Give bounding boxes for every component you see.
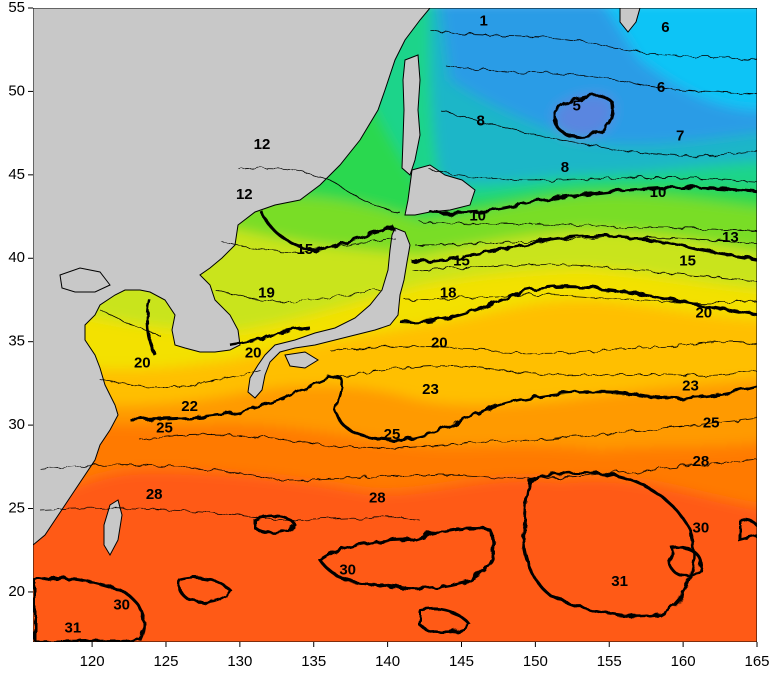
y-tick-label: 35 <box>8 333 25 350</box>
contour-label-group: 1 6 5 6 8 7 8 12 12 10 10 13 15 15 15 19 18 20 20 20 20 23 23 2… <box>65 12 739 636</box>
x-tick-label: 150 <box>523 653 548 670</box>
x-tick-label: 120 <box>80 653 105 670</box>
contour-label: 28 <box>369 489 386 506</box>
contour-label: 25 <box>703 414 720 431</box>
contour-label: 31 <box>65 620 82 637</box>
contour-label: 23 <box>422 381 439 398</box>
contour-label: 31 <box>611 573 628 590</box>
contour-label: 19 <box>258 284 275 301</box>
contour-label: 23 <box>682 378 699 395</box>
contour-label: 28 <box>693 453 710 470</box>
contour-label: 25 <box>156 419 173 436</box>
contour-label: 20 <box>695 304 712 321</box>
x-tick-label: 165 <box>744 653 769 670</box>
contour-label: 15 <box>453 253 470 270</box>
x-tick-label: 155 <box>597 653 622 670</box>
contour-label: 20 <box>431 334 448 351</box>
contour-label: 30 <box>693 519 710 536</box>
contour-label: 25 <box>384 426 401 443</box>
contour-lines-thin <box>39 29 757 521</box>
contour-label: 12 <box>254 136 271 153</box>
contour-label: 15 <box>297 241 314 258</box>
contour-label: 1 <box>480 12 488 29</box>
contour-label: 30 <box>113 596 130 613</box>
contour-label: 6 <box>657 79 665 96</box>
contour-label: 5 <box>573 97 581 114</box>
contour-label: 15 <box>679 253 696 270</box>
contour-label: 12 <box>236 186 253 203</box>
y-tick-label: 55 <box>8 0 25 16</box>
x-tick-label: 160 <box>671 653 696 670</box>
contour-label: 28 <box>146 486 163 503</box>
contour-lines-bold <box>33 94 757 642</box>
x-tick-label: 145 <box>449 653 474 670</box>
contour-label: 20 <box>245 344 262 361</box>
contour-label: 20 <box>134 354 151 371</box>
x-tick-label: 125 <box>153 653 178 670</box>
contour-label: 30 <box>339 561 356 578</box>
contour-label: 13 <box>722 229 739 246</box>
y-tick-label: 45 <box>8 166 25 183</box>
contour-label: 8 <box>477 112 485 129</box>
y-tick-label: 50 <box>8 82 25 99</box>
contour-label: 8 <box>561 159 569 176</box>
land <box>33 8 641 557</box>
contour-label: 22 <box>181 398 198 415</box>
x-tick-label: 140 <box>375 653 400 670</box>
y-tick-label: 25 <box>8 499 25 516</box>
y-tick-label: 30 <box>8 416 25 433</box>
contour-label: 10 <box>469 208 486 225</box>
y-tick-label: 40 <box>8 249 25 266</box>
axes: 120 125 130 135 140 145 150 155 160 1655550454035… <box>8 0 769 670</box>
contour-label: 7 <box>676 127 684 144</box>
contour-label: 10 <box>650 184 667 201</box>
y-tick-label: 20 <box>8 583 25 600</box>
x-tick-label: 130 <box>227 653 252 670</box>
contour-label: 6 <box>661 19 669 36</box>
x-tick-label: 135 <box>301 653 326 670</box>
contour-label: 18 <box>440 284 457 301</box>
